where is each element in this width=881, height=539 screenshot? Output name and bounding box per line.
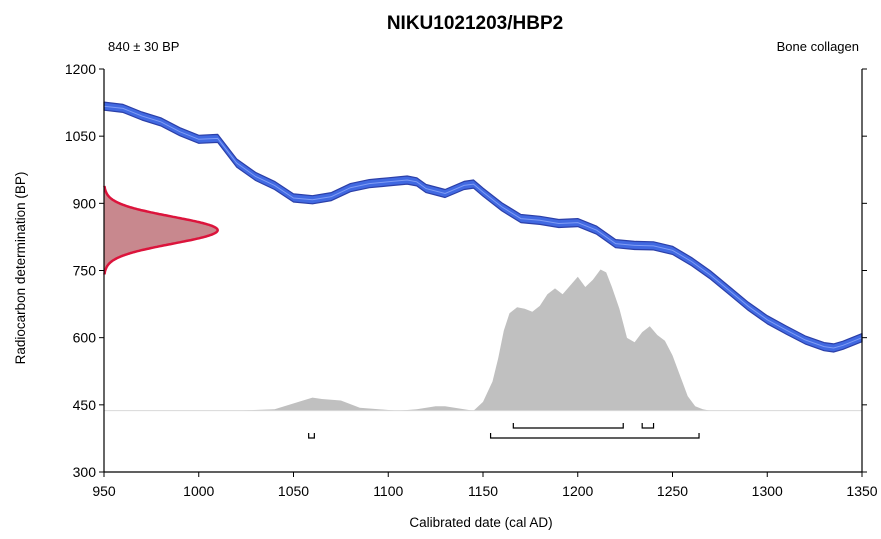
x-tick-label: 1200 [562, 483, 593, 499]
hpd-one-sigma-range-0 [512, 423, 624, 429]
posterior-distribution-layer [104, 269, 862, 412]
x-tick-label: 950 [92, 483, 116, 499]
hpd-one-sigma-range-1 [641, 423, 655, 429]
x-tick-label: 1050 [278, 483, 309, 499]
calibration-curve-band [103, 101, 863, 353]
hpd-ranges-layer [308, 423, 700, 439]
x-tick-label: 1000 [183, 483, 214, 499]
y-tick-label: 900 [73, 195, 97, 211]
measurement-area [104, 185, 218, 275]
material-label: Bone collagen [777, 39, 859, 54]
hpd-two-sigma-range-1 [489, 433, 700, 439]
y-tick-label: 1050 [65, 128, 96, 144]
x-tick-label: 1350 [846, 483, 877, 499]
calibration-curve-centerline [103, 105, 863, 349]
date-label: 840 ± 30 BP [108, 39, 179, 54]
chart-title: NIKU1021203/HBP2 [387, 13, 563, 34]
x-tick-label: 1100 [373, 483, 403, 499]
y-tick-label: 450 [73, 397, 97, 413]
x-tick-label: 1300 [752, 483, 783, 499]
hpd-two-sigma-range-0 [308, 433, 315, 439]
measurement-distribution-layer [103, 185, 219, 275]
y-tick-label: 1200 [65, 61, 96, 77]
y-axis-label: Radiocarbon determination (BP) [13, 172, 28, 365]
y-tick-label: 300 [73, 464, 97, 480]
y-tick-label: 600 [73, 330, 97, 346]
x-axis-label: Calibrated date (cal AD) [409, 515, 552, 530]
x-tick-label: 1250 [657, 483, 688, 499]
posterior-area [236, 269, 711, 411]
measurement-outline [103, 185, 219, 275]
axes-layer: 300 450 600 750 900 1050 1200 950 1000 1050 1100 11… [65, 61, 878, 499]
calibration-curve-layer [103, 101, 863, 353]
x-tick-label: 1150 [468, 483, 498, 499]
y-tick-label: 750 [73, 263, 97, 279]
